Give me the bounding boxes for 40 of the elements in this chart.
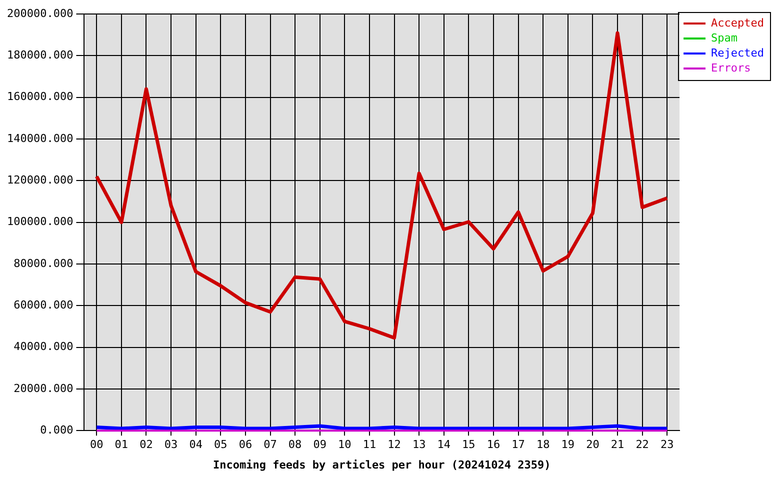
x-tick-label: 18 [536,438,550,452]
y-tick-label: 100000.000 [6,215,74,228]
x-tick-label: 01 [114,438,128,452]
x-axis-title: Incoming feeds by articles per hour (20241024 2359) [212,458,551,472]
x-tick-label: 12 [388,438,401,452]
y-tick-label: 80000.000 [14,256,74,270]
x-tick-label: 05 [214,438,228,452]
x-tick-label: 21 [610,438,624,452]
x-tick-label: 17 [512,438,525,452]
x-tick-label: 03 [164,438,178,452]
y-tick-label: 160000.000 [6,90,74,104]
x-tick-label: 22 [636,438,649,452]
x-tick-label: 15 [462,438,476,452]
x-tick-label: 19 [561,438,575,452]
legend-label: Errors [711,61,751,74]
y-tick-label: 20000.000 [14,382,74,395]
x-tick-label: 13 [412,438,426,452]
y-tick-label: 180000.000 [6,48,74,62]
y-tick-label: 200000.000 [6,6,74,20]
x-tick-label: 06 [238,438,252,452]
x-tick-label: 00 [90,438,104,452]
legend-label: Accepted [711,16,764,30]
x-tick-label: 16 [486,438,500,452]
x-tick-label: 10 [338,438,352,452]
x-tick-label: 07 [264,438,277,452]
y-tick-label: 60000.000 [14,298,74,312]
x-tick-label: 08 [288,438,302,452]
y-tick-label: 140000.000 [6,132,74,145]
legend-label: Rejected [711,46,764,60]
y-tick-label: 0.000 [40,423,74,436]
y-tick-label: 120000.000 [6,174,74,186]
x-tick-label: 09 [313,438,326,452]
x-tick-label: 04 [189,438,203,452]
x-tick-label: 02 [140,438,153,452]
x-tick-label: 20 [586,438,600,452]
y-tick-label: 40000.000 [14,340,74,354]
legend-label: Spam [711,31,738,44]
x-tick-label: 11 [362,438,376,452]
x-tick-label: 14 [437,438,451,452]
x-tick-label: 23 [660,438,674,452]
